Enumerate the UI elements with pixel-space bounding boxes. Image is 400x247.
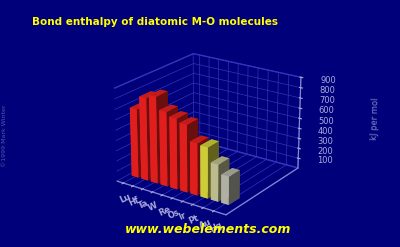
Text: www.webelements.com: www.webelements.com: [125, 223, 291, 236]
Text: ©1999 Mark Winter: ©1999 Mark Winter: [2, 104, 7, 167]
Text: Bond enthalpy of diatomic M-O molecules: Bond enthalpy of diatomic M-O molecules: [32, 17, 278, 27]
